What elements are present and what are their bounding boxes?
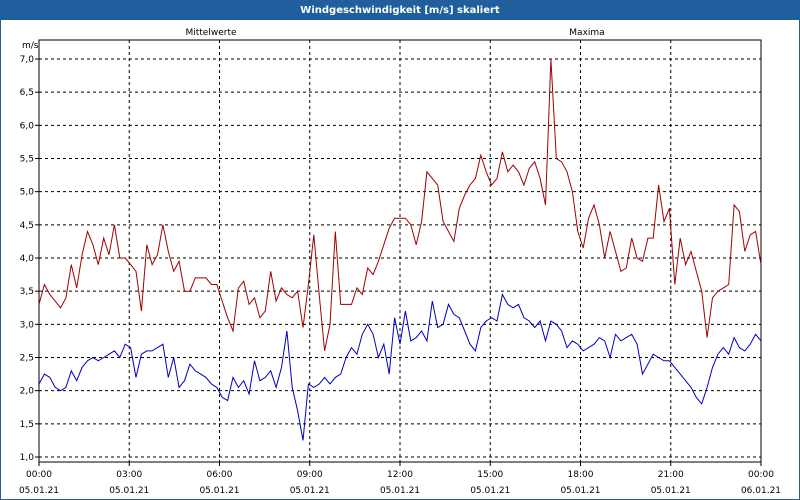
y-tick-label: 7,0	[20, 55, 35, 65]
x-tick-date: 05.01.21	[199, 486, 239, 496]
legend-maxima: Maxima	[569, 28, 604, 38]
x-tick-date: 05.01.21	[109, 486, 149, 496]
chart-grid	[38, 39, 762, 463]
y-tick-label: 2,0	[20, 387, 35, 397]
window-title: Windgeschwindigkeit [m/s] skaliert	[1, 1, 799, 20]
chart-series	[38, 58, 762, 441]
y-tick-label: 6,0	[20, 121, 35, 131]
x-tick-time: 15:00	[477, 470, 503, 480]
y-tick-label: 2,5	[20, 354, 34, 364]
x-tick-time: 09:00	[297, 470, 323, 480]
y-tick-label: 3,5	[20, 287, 34, 297]
y-tick-label: 5,0	[20, 188, 35, 198]
x-tick-time: 00:00	[26, 470, 52, 480]
series-line-maxima	[38, 58, 762, 351]
x-tick-time: 21:00	[658, 470, 684, 480]
chart-ticks: 1,0 1,5 2,0 2,5 3,0 3,5 4,0 4,5 5,0 5,5 6,0 6,5 7,0 0…	[19, 55, 781, 496]
x-tick-date: 06.01.21	[741, 486, 781, 496]
x-tick-date: 05.01.21	[470, 486, 510, 496]
y-tick-label: 4,0	[20, 254, 35, 264]
x-tick-time: 18:00	[568, 470, 594, 480]
x-tick-date: 05.01.21	[290, 486, 330, 496]
series-line-mittelwerte	[38, 293, 762, 441]
y-tick-label: 3,0	[20, 320, 35, 330]
y-tick-label: 5,5	[20, 155, 34, 165]
x-tick-time: 00:00	[748, 470, 774, 480]
x-tick-time: 03:00	[116, 470, 142, 480]
x-tick-date: 05.01.21	[19, 486, 59, 496]
x-tick-date: 05.01.21	[380, 486, 420, 496]
y-tick-label: 6,5	[20, 88, 34, 98]
y-tick-label: 1,0	[20, 453, 35, 463]
x-tick-date: 05.01.21	[560, 486, 600, 496]
y-axis-label: m/s	[22, 41, 39, 51]
x-tick-date: 05.01.21	[651, 486, 691, 496]
legend-mittelwerte: Mittelwerte	[185, 28, 236, 38]
y-tick-label: 4,5	[20, 221, 34, 231]
y-tick-label: 1,5	[20, 420, 34, 430]
x-tick-time: 12:00	[387, 470, 413, 480]
x-tick-time: 06:00	[207, 470, 233, 480]
